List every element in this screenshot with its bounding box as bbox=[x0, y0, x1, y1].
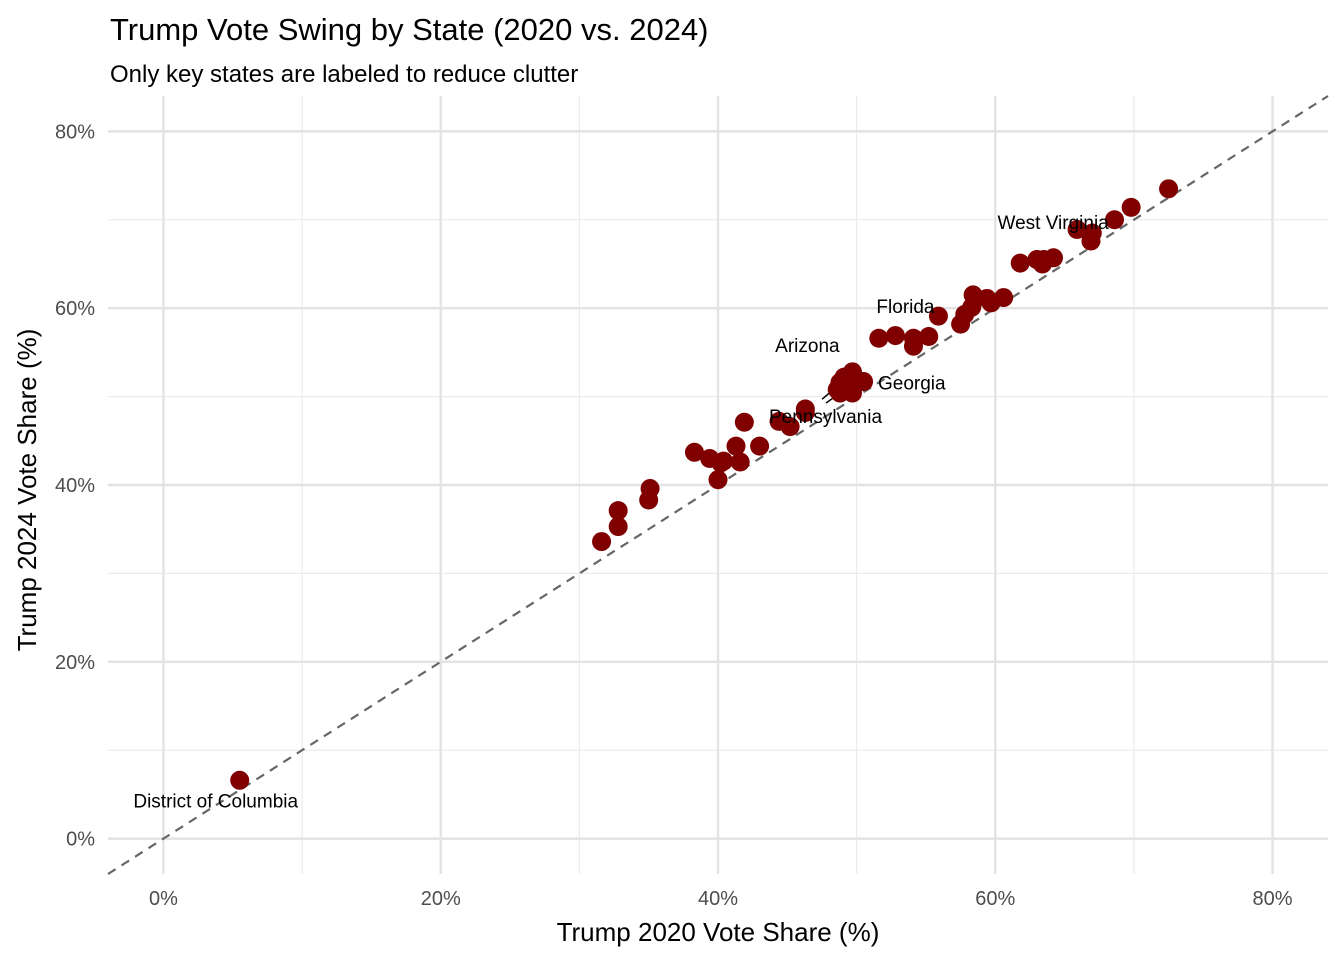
data-point bbox=[684, 442, 704, 462]
data-points bbox=[230, 179, 1179, 790]
data-point bbox=[780, 417, 800, 437]
y-tick-label: 0% bbox=[66, 829, 95, 851]
data-point bbox=[869, 328, 889, 348]
x-tick-label: 40% bbox=[698, 888, 738, 910]
data-point bbox=[903, 336, 923, 356]
y-axis-title: Trump 2024 Vote Share (%) bbox=[12, 329, 42, 652]
data-point bbox=[640, 479, 660, 499]
point-label: West Virginia bbox=[998, 213, 1110, 234]
point-labels: District of Columbia Pennsylvania Georgia A… bbox=[133, 213, 1109, 813]
y-tick-label: 40% bbox=[55, 475, 95, 497]
data-point bbox=[1067, 219, 1087, 239]
data-point bbox=[885, 326, 905, 346]
data-point bbox=[795, 399, 815, 419]
data-point bbox=[714, 451, 734, 471]
y-axis-tick-labels: 0% 20% 40% 60% 80% bbox=[55, 121, 95, 850]
x-tick-label: 60% bbox=[975, 888, 1015, 910]
data-point bbox=[834, 367, 854, 387]
data-point bbox=[994, 288, 1014, 308]
data-point bbox=[919, 326, 939, 346]
y-tick-label: 80% bbox=[55, 121, 95, 143]
x-tick-label: 20% bbox=[421, 888, 461, 910]
data-point bbox=[1082, 223, 1102, 243]
data-point bbox=[1105, 210, 1124, 230]
data-point bbox=[1159, 179, 1179, 199]
data-point bbox=[726, 436, 746, 456]
point-label: Pennsylvania bbox=[769, 407, 882, 428]
data-point bbox=[608, 501, 628, 521]
data-point bbox=[928, 306, 948, 326]
point-label: District of Columbia bbox=[133, 791, 298, 812]
data-point bbox=[750, 436, 770, 456]
major-gridlines bbox=[108, 96, 1328, 874]
data-point bbox=[1010, 253, 1030, 273]
data-point bbox=[1044, 248, 1063, 268]
y-tick-label: 20% bbox=[55, 652, 95, 674]
data-point bbox=[230, 770, 250, 790]
y-tick-label: 60% bbox=[55, 298, 95, 320]
x-axis-tick-labels: 0% 20% 40% 60% 80% bbox=[149, 888, 1293, 910]
data-point bbox=[730, 452, 750, 472]
x-tick-label: 80% bbox=[1253, 888, 1293, 910]
data-point bbox=[1121, 197, 1141, 217]
data-point bbox=[708, 470, 728, 490]
x-axis-title: Trump 2020 Vote Share (%) bbox=[557, 917, 880, 947]
chart-title: Trump Vote Swing by State (2020 vs. 2024… bbox=[110, 12, 709, 47]
point-label: Georgia bbox=[878, 374, 946, 395]
data-point bbox=[592, 532, 612, 552]
point-label: Florida bbox=[876, 297, 935, 318]
data-point bbox=[854, 372, 874, 392]
data-point bbox=[608, 517, 628, 537]
x-tick-label: 0% bbox=[149, 888, 178, 910]
chart-subtitle: Only key states are labeled to reduce cl… bbox=[110, 61, 578, 88]
point-label: Arizona bbox=[775, 336, 840, 357]
data-point bbox=[734, 412, 754, 432]
